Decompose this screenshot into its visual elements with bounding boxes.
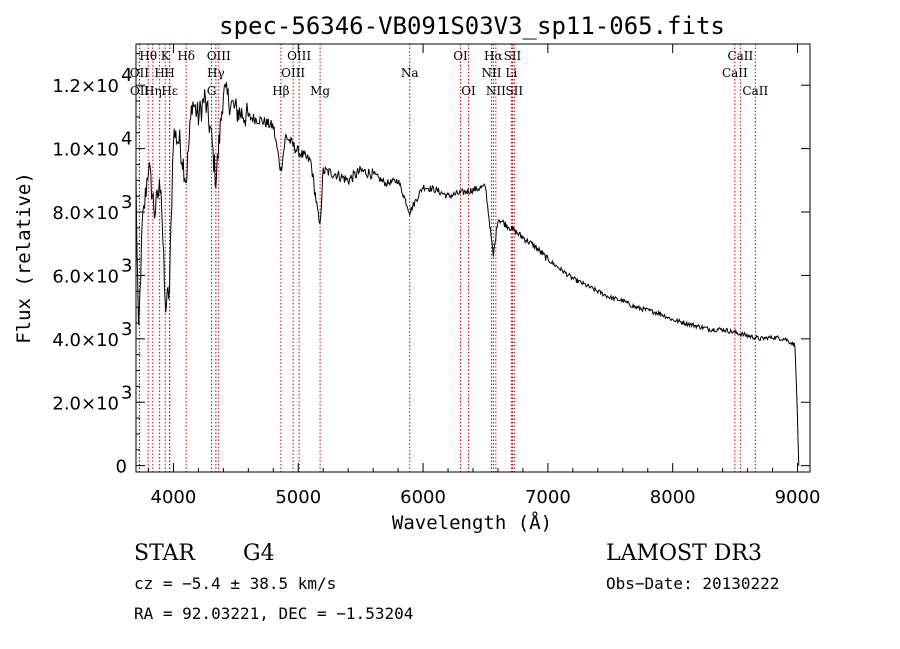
- y-tick-mantissa: 1.0×10: [52, 140, 119, 161]
- spectrum-line: [135, 82, 800, 466]
- y-tick-exponent: 4: [121, 65, 132, 86]
- x-tick-label: 8000: [650, 487, 696, 508]
- spectral-line-label: Hε: [161, 84, 178, 98]
- object-subclass: G4: [243, 541, 275, 566]
- y-tick-label: 4.0×10: [52, 330, 119, 351]
- spectral-line-label: CaII: [722, 66, 748, 80]
- spectral-line-label: H: [154, 66, 164, 80]
- x-tick-label: 5000: [275, 487, 321, 508]
- y-tick-mantissa: 6.0×10: [52, 266, 119, 287]
- spectral-line-label: OIII: [287, 49, 311, 63]
- y-tick-label: 1.0×10: [52, 140, 119, 161]
- y-tick-exponent: 3: [121, 192, 132, 213]
- spectral-line-label: NII: [486, 84, 506, 98]
- spectral-line-label: OI: [453, 49, 468, 63]
- spectral-line-label: CaII: [742, 84, 768, 98]
- spectral-line-label: SII: [505, 84, 523, 98]
- spectral-line-label: Na: [401, 66, 419, 80]
- y-axis-label: Flux (relative): [13, 172, 35, 344]
- y-tick-label: 1.2×10: [52, 76, 119, 97]
- spectral-line-label: CaII: [727, 49, 753, 63]
- x-tick-label: 4000: [151, 487, 197, 508]
- spectral-line-label: Hα: [484, 49, 503, 63]
- spectral-line-label: Hη: [144, 84, 162, 98]
- coordinates: RA = 92.03221, DEC = −1.53204: [134, 604, 413, 623]
- spectral-line-label: H: [164, 66, 174, 80]
- spectral-line-label: Hγ: [207, 66, 225, 80]
- y-tick-mantissa: 8.0×10: [52, 203, 119, 224]
- observation-date: Obs−Date: 20130222: [606, 574, 779, 593]
- y-axis-ticks: 02.0×1034.0×1036.0×1038.0×1031.0×1041.2×…: [52, 53, 810, 478]
- x-tick-label: 6000: [400, 487, 446, 508]
- spectral-line-label: SII: [504, 49, 522, 63]
- spectral-line-label: OI: [461, 84, 476, 98]
- spectral-line-label: K: [161, 49, 171, 63]
- y-tick-mantissa: 4.0×10: [52, 330, 119, 351]
- x-axis-ticks: 4000 5000 6000 7000 8000 9000: [147, 44, 821, 508]
- y-tick-exponent: 4: [121, 129, 132, 150]
- y-tick-exponent: 3: [121, 382, 132, 403]
- spectral-line-label: Li: [505, 66, 517, 80]
- spectral-line-label: NII: [481, 66, 501, 80]
- redshift-velocity: cz = −5.4 ± 38.5 km/s: [134, 574, 336, 593]
- spectral-line-markers: [138, 44, 756, 472]
- spectral-line-label: Hβ: [272, 84, 289, 98]
- spectral-line-label: Hθ: [139, 49, 157, 63]
- y-tick-mantissa: 0: [116, 457, 127, 478]
- x-tick-label: 7000: [525, 487, 571, 508]
- x-axis-label: Wavelength (Å): [392, 511, 552, 534]
- x-tick-label: 9000: [775, 487, 821, 508]
- spectral-line-label: Mg: [310, 84, 330, 98]
- survey-name: LAMOST DR3: [606, 541, 762, 566]
- spectral-line-label: G: [207, 84, 217, 98]
- spectral-line-label: Hδ: [177, 49, 195, 63]
- spectral-line-label: OII: [130, 66, 150, 80]
- y-tick-exponent: 3: [121, 255, 132, 276]
- y-tick-label: 0: [116, 457, 127, 478]
- chart-title: spec-56346-VB091S03V3_sp11-065.fits: [219, 12, 725, 40]
- spectral-line-label: OII: [130, 84, 150, 98]
- y-tick-mantissa: 1.2×10: [52, 76, 119, 97]
- spectral-line-label: OIII: [207, 49, 231, 63]
- y-tick-label: 2.0×10: [52, 393, 119, 414]
- y-tick-exponent: 3: [121, 319, 132, 340]
- object-class: STAR: [134, 541, 196, 566]
- y-tick-label: 8.0×10: [52, 203, 119, 224]
- y-tick-mantissa: 2.0×10: [52, 393, 119, 414]
- spectral-line-label: OIII: [281, 66, 305, 80]
- y-tick-label: 6.0×10: [52, 266, 119, 287]
